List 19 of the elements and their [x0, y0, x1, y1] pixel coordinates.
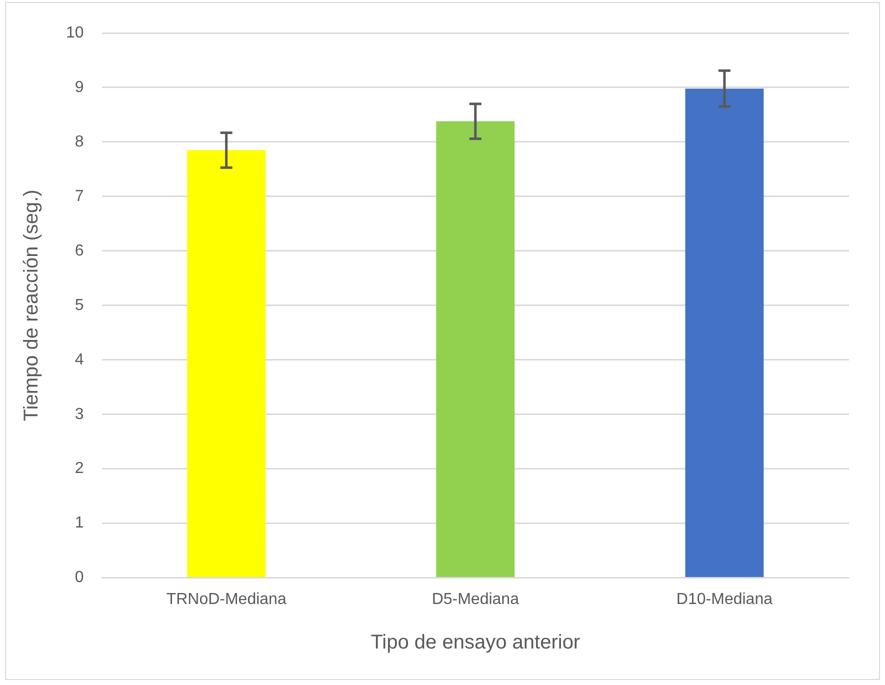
y-tick-label: 4	[74, 351, 84, 368]
x-tick-label: D10-Mediana	[676, 590, 773, 608]
x-axis-title: Tipo de ensayo anterior	[370, 632, 580, 654]
y-tick-label: 10	[66, 24, 84, 42]
x-tick-label: D5-Mediana	[432, 590, 520, 608]
y-tick-label: 2	[74, 460, 84, 478]
bar	[436, 121, 515, 578]
bar	[685, 88, 764, 578]
y-tick-label: 0	[74, 569, 84, 586]
y-tick-label: 3	[74, 406, 84, 423]
y-tick-label: 1	[74, 514, 84, 532]
y-tick-label: 7	[74, 188, 84, 205]
y-tick-label: 5	[74, 296, 84, 314]
y-tick-label: 8	[74, 133, 84, 150]
x-tick-label: TRNoD-Mediana	[166, 590, 286, 608]
bar	[187, 150, 266, 578]
y-tick-label: 6	[74, 242, 84, 260]
y-tick-label: 9	[74, 78, 84, 96]
y-axis-title: Tiempo de reacción (seg.)	[20, 190, 43, 422]
